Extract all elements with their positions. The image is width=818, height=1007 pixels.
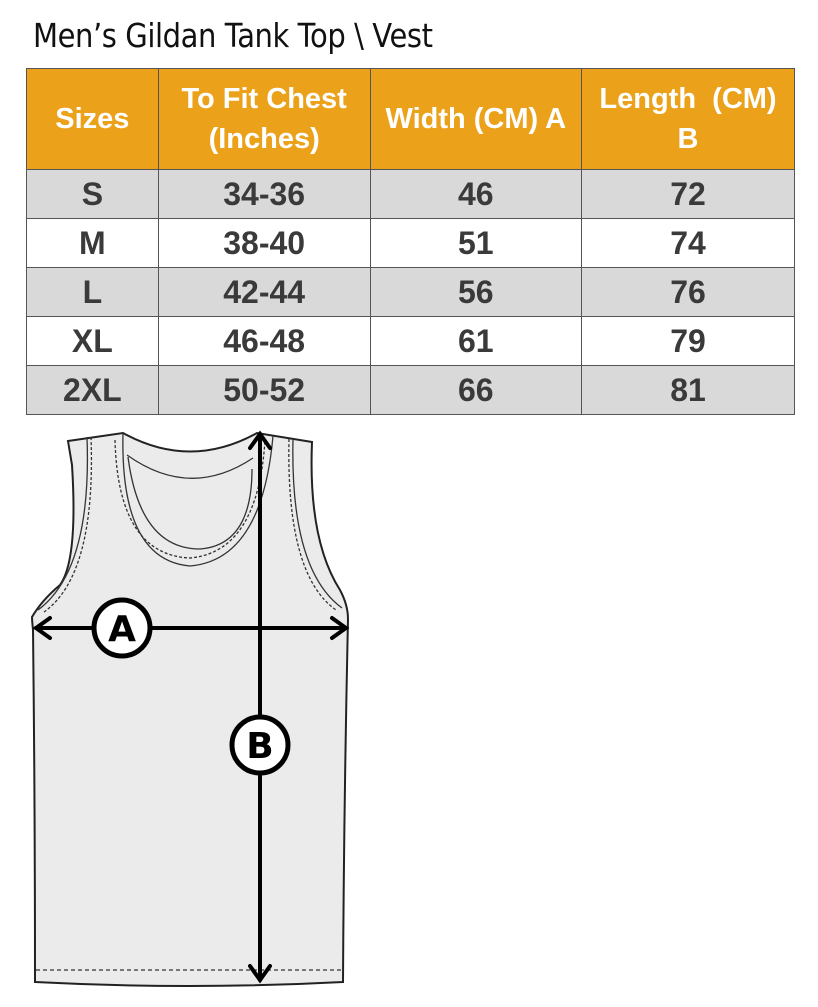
header-length: Length (CM) B: [581, 68, 795, 170]
cell-width: 66: [369, 365, 583, 415]
table-row: S 34-36 46 72: [26, 169, 795, 219]
cell-length: 81: [581, 365, 795, 415]
cell-chest: 50-52: [157, 365, 371, 415]
tank-top-body: [30, 431, 350, 987]
label-b-circle: [229, 714, 291, 776]
armhole-left-stitch: [43, 436, 93, 613]
cell-chest: 42-44: [157, 267, 371, 317]
cell-chest: 38-40: [157, 218, 371, 268]
table-header-row: Sizes To Fit Chest (Inches) Width (CM) A…: [26, 68, 795, 170]
armhole-left-band: [37, 436, 89, 611]
tank-top-diagram: A B: [30, 430, 350, 987]
cell-width: 46: [369, 169, 583, 219]
cell-width: 56: [369, 267, 583, 317]
cell-size: 2XL: [26, 365, 159, 415]
cell-chest: 46-48: [157, 316, 371, 366]
cell-length: 79: [581, 316, 795, 366]
arrow-b-bottom-head: [248, 964, 272, 984]
header-chest-label: To Fit Chest (Inches): [181, 83, 347, 155]
cell-width: 51: [369, 218, 583, 268]
cell-chest: 34-36: [157, 169, 371, 219]
table-row: 2XL 50-52 66 81: [26, 365, 795, 415]
page-title: Men’s Gildan Tank Top \ Vest: [33, 16, 433, 55]
table-row: L 42-44 56 76: [26, 267, 795, 317]
header-width: Width (CM) A: [369, 68, 583, 170]
arrow-a-right-head: [330, 616, 350, 640]
cell-length: 72: [581, 169, 795, 219]
back-collar: [126, 454, 254, 479]
armhole-right-stitch: [288, 438, 337, 611]
cell-size: L: [26, 267, 159, 317]
size-chart-table: Sizes To Fit Chest (Inches) Width (CM) A…: [26, 68, 795, 415]
table-row: XL 46-48 61 79: [26, 316, 795, 366]
cell-width: 61: [369, 316, 583, 366]
label-a-circle: [91, 597, 153, 659]
neck-band-inner: [127, 456, 253, 550]
cell-length: 76: [581, 267, 795, 317]
cell-size: M: [26, 218, 159, 268]
header-length-label: Length (CM) B: [599, 83, 785, 155]
table-row: M 38-40 51 74: [26, 218, 795, 268]
armhole-right-band: [292, 438, 343, 609]
cell-size: S: [26, 169, 159, 219]
cell-size: XL: [26, 316, 159, 366]
arrow-b-top-head: [248, 430, 272, 450]
neck-stitch: [114, 439, 266, 559]
header-sizes: Sizes: [26, 68, 159, 170]
label-b: B: [246, 726, 273, 767]
label-a: A: [108, 609, 136, 650]
cell-length: 74: [581, 218, 795, 268]
arrow-a-left-head: [32, 616, 52, 640]
header-chest: To Fit Chest (Inches): [157, 68, 371, 170]
